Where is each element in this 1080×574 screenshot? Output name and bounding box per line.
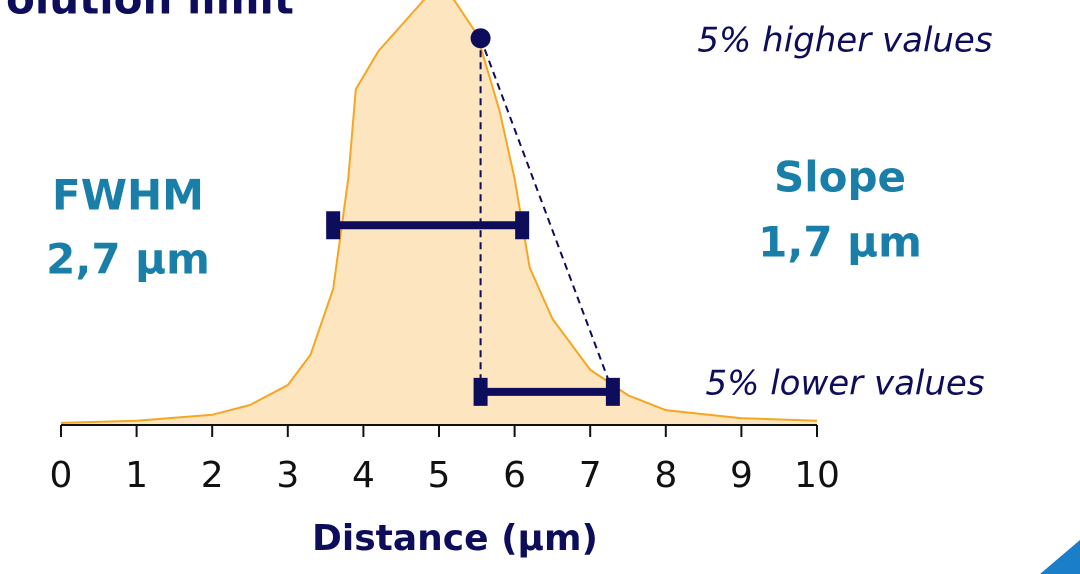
x-tick-label: 9 [730, 455, 753, 496]
dashed-slope [479, 37, 614, 393]
top-point [470, 28, 491, 49]
slope-label: Slope [774, 153, 906, 202]
fwhm-value: 2,7 µm [46, 235, 210, 284]
slope-bar-cap [605, 377, 620, 406]
x-tick-label: 4 [352, 455, 375, 496]
x-tick-label: 7 [579, 455, 602, 496]
x-tick-label: 5 [428, 455, 451, 496]
x-tick-label: 1 [125, 455, 148, 496]
chart-title: olution limit [6, 0, 294, 24]
x-tick-label: 2 [201, 455, 224, 496]
annotation: 5% higher values [697, 21, 992, 61]
fwhm-bar-cap [326, 211, 341, 240]
x-tick-label: 3 [276, 455, 299, 496]
slope-value: 1,7 µm [758, 218, 922, 267]
corner-decoration [1040, 540, 1080, 574]
x-axis-label: Distance (µm) [312, 518, 598, 559]
line [60, 0, 818, 424]
area-fill [61, 0, 817, 425]
x-tick-label: 8 [654, 455, 677, 496]
annotation: 5% lower values [705, 364, 984, 404]
x-tick-label: 0 [50, 455, 73, 496]
slope-bar-cap [473, 377, 488, 406]
fwhm-label: FWHM [52, 171, 204, 220]
fwhm-bar-cap [515, 211, 530, 240]
x-tick-label: 6 [503, 455, 526, 496]
x-tick-label: 10 [794, 455, 840, 496]
